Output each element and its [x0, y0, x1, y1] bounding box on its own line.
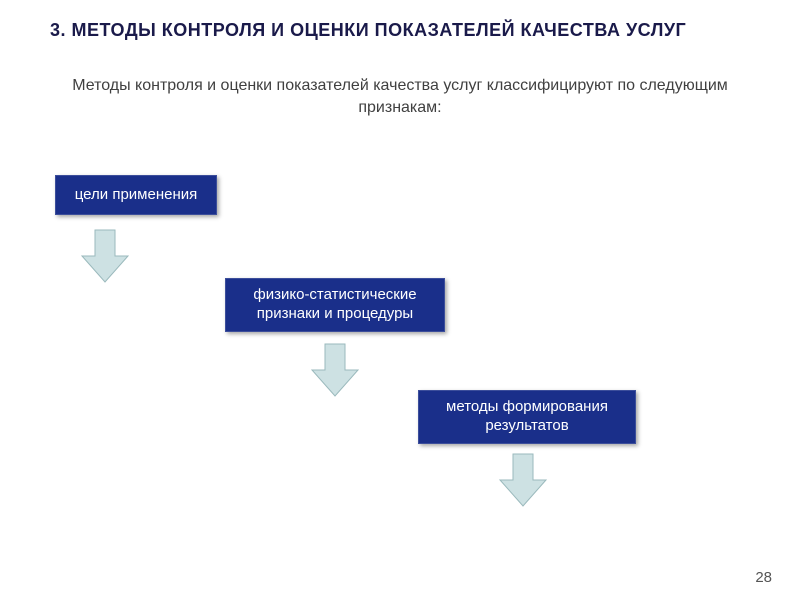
arrow-down-1 — [80, 228, 130, 284]
slide-title: 3. МЕТОДЫ КОНТРОЛЯ И ОЦЕНКИ ПОКАЗАТЕЛЕЙ … — [50, 20, 750, 41]
box-goals-label: цели применения — [75, 186, 197, 205]
arrow-down-icon — [498, 452, 548, 508]
slide: 3. МЕТОДЫ КОНТРОЛЯ И ОЦЕНКИ ПОКАЗАТЕЛЕЙ … — [0, 0, 800, 600]
arrow-down-3 — [498, 452, 548, 508]
box-goals: цели применения — [55, 175, 217, 215]
page-number: 28 — [755, 569, 772, 586]
box-physical-statistical-label: физико-статистические признаки и процеду… — [238, 286, 432, 324]
arrow-down-icon — [310, 342, 360, 398]
box-physical-statistical: физико-статистические признаки и процеду… — [225, 278, 445, 332]
arrow-down-2 — [310, 342, 360, 398]
box-methods-formation: методы формирования результатов — [418, 390, 636, 444]
box-methods-formation-label: методы формирования результатов — [431, 398, 623, 436]
slide-subtitle: Методы контроля и оценки показателей кач… — [60, 75, 740, 118]
arrow-down-icon — [80, 228, 130, 284]
